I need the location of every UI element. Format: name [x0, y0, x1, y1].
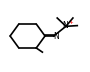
Text: N: N: [62, 21, 68, 30]
Text: +: +: [68, 20, 73, 25]
Text: N: N: [53, 32, 59, 41]
